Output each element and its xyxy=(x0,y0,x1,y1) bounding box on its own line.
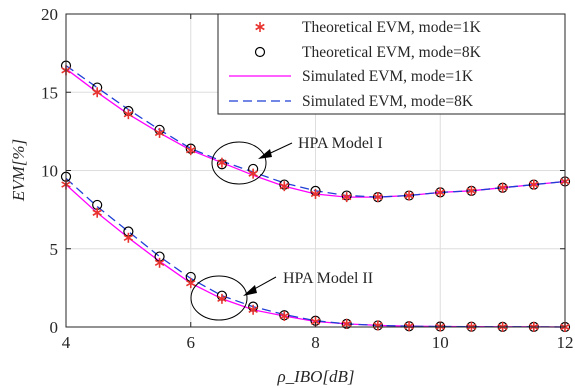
theoretical-1k-marker xyxy=(186,278,196,289)
star-stroke xyxy=(154,259,165,267)
theoretical-1k-marker xyxy=(341,192,352,203)
x-tick-label: 10 xyxy=(432,333,449,352)
star-stroke xyxy=(217,159,227,166)
theoretical-1k-marker xyxy=(92,207,102,218)
star-stroke xyxy=(248,170,258,177)
theoretical-1k-marker xyxy=(154,127,165,138)
theoretical-1k-marker xyxy=(279,181,290,192)
x-tick-label: 6 xyxy=(187,333,196,352)
star-stroke xyxy=(404,323,414,330)
theoretical-1k-marker xyxy=(404,190,414,201)
theoretical-1k-marker xyxy=(373,192,383,203)
theoretical-1k-marker xyxy=(217,157,227,168)
star-stroke xyxy=(435,189,445,196)
star-stroke xyxy=(154,129,165,137)
star-stroke xyxy=(341,193,352,201)
y-axis-label-text: EVM[%] xyxy=(9,139,28,202)
model-1-annotation: HPA Model I xyxy=(298,135,383,152)
legend: Theoretical EVM, mode=1K Theoretical EVM… xyxy=(217,13,566,115)
legend-box xyxy=(217,13,566,115)
theoretical-1k-marker xyxy=(497,182,508,193)
star-stroke xyxy=(186,146,196,154)
star-stroke xyxy=(123,110,134,118)
x-tick-label: 12 xyxy=(557,333,574,352)
y-tick-label: 5 xyxy=(50,240,59,259)
theoretical-1k-marker xyxy=(404,321,414,332)
theoretical-1k-marker xyxy=(279,311,290,322)
star-stroke xyxy=(529,181,539,188)
star-stroke xyxy=(310,190,321,198)
x-tick-label: 8 xyxy=(311,333,320,352)
legend-entry-simulated-8k: Simulated EVM, mode=8K xyxy=(229,93,474,110)
star-stroke xyxy=(404,192,414,199)
x-tick-label: 4 xyxy=(62,333,71,352)
legend-label: Theoretical EVM, mode=8K xyxy=(302,44,482,61)
theoretical-1k-marker xyxy=(217,293,227,304)
annotation-layer: HPA Model I HPA Model II xyxy=(190,135,383,321)
theoretical-1k-marker xyxy=(435,187,445,198)
series-layer xyxy=(60,60,571,333)
star-stroke xyxy=(279,312,290,320)
y-axis-label: EVM[%] xyxy=(9,139,28,202)
x-axis-label: ρ_IBO[dB] xyxy=(276,367,354,386)
legend-circle-marker xyxy=(254,46,266,58)
legend-entry-theoretical-1k: Theoretical EVM, mode=1K xyxy=(255,19,482,36)
star-stroke xyxy=(248,306,258,313)
star-stroke xyxy=(92,209,102,216)
svg-text:EVM[%]: EVM[%] xyxy=(9,139,28,202)
star-stroke xyxy=(123,234,134,241)
theoretical-1k-marker xyxy=(255,22,265,32)
theoretical-1k-marker xyxy=(529,179,539,190)
model-1-callout-ellipse xyxy=(211,141,267,185)
star-stroke xyxy=(341,320,352,328)
theoretical-1k-marker xyxy=(466,185,477,196)
model-2-arrow-head xyxy=(243,285,257,296)
legend-label: Simulated EVM, mode=1K xyxy=(302,68,474,85)
theoretical-1k-marker xyxy=(92,87,102,98)
legend-entry-theoretical-8k: Theoretical EVM, mode=8K xyxy=(254,44,482,61)
star-stroke xyxy=(373,193,383,201)
legend-entry-simulated-1k: Simulated EVM, mode=1K xyxy=(229,68,474,85)
star-stroke xyxy=(497,184,508,191)
theoretical-1k-marker xyxy=(248,168,258,179)
y-tick-label: 0 xyxy=(50,318,59,337)
theoretical-1k-marker xyxy=(154,257,165,268)
y-tick-label: 20 xyxy=(41,5,58,24)
y-tick-label: 15 xyxy=(41,83,58,102)
ticks: 4 6 8 10 12 0 5 10 15 20 xyxy=(41,5,574,352)
star-stroke xyxy=(279,182,290,190)
model-2-callout-ellipse xyxy=(190,275,248,321)
model-1-arrow-head xyxy=(258,149,272,159)
model-2-annotation: HPA Model II xyxy=(283,270,373,287)
legend-star-marker xyxy=(255,22,265,32)
star-stroke xyxy=(186,279,196,287)
legend-label: Theoretical EVM, mode=1K xyxy=(302,19,482,36)
star-stroke xyxy=(466,187,477,195)
legend-label: Simulated EVM, mode=8K xyxy=(302,93,474,110)
star-stroke xyxy=(217,295,227,303)
theoretical-1k-marker xyxy=(186,145,196,156)
y-tick-label: 10 xyxy=(41,162,58,181)
star-stroke xyxy=(310,318,321,325)
theoretical-1k-marker xyxy=(123,232,134,243)
star-stroke xyxy=(255,23,265,31)
theoretical-1k-marker xyxy=(310,188,321,199)
star-stroke xyxy=(92,89,102,96)
theoretical-1k-marker xyxy=(123,109,134,120)
theoretical-1k-marker xyxy=(248,304,258,315)
